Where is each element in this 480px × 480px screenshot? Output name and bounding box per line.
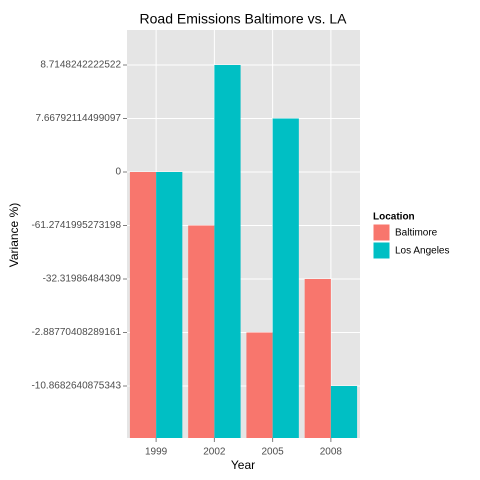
- bar: [272, 118, 299, 438]
- legend-label: Los Angeles: [395, 246, 450, 257]
- bar: [246, 332, 273, 438]
- bar: [304, 279, 331, 438]
- legend-title: Location: [373, 212, 415, 223]
- y-tick-label: -10.8682640875343: [31, 381, 121, 392]
- bar: [188, 225, 215, 438]
- y-tick-label: -32.31986484309: [43, 274, 122, 285]
- chart-title: Road Emissions Baltimore vs. LA: [140, 11, 348, 27]
- legend-key: [372, 223, 391, 242]
- y-tick-label: 8.7148242222522: [40, 60, 121, 71]
- x-tick-label: 1999: [145, 447, 168, 458]
- y-tick-label: 0: [115, 167, 121, 178]
- x-axis-title: Year: [231, 458, 255, 472]
- y-tick-label: 7.66792114499097: [36, 113, 122, 124]
- bar: [214, 65, 241, 438]
- legend-key: [372, 241, 391, 260]
- legend-label: Baltimore: [395, 228, 438, 239]
- bar: [156, 172, 183, 438]
- bar: [129, 172, 157, 438]
- x-tick-label: 2008: [320, 447, 343, 458]
- y-tick-label: -61.2741995273198: [31, 220, 121, 231]
- y-axis-title: Variance %): [7, 203, 21, 267]
- bar: [330, 386, 358, 438]
- x-tick-label: 2005: [262, 447, 285, 458]
- x-tick-label: 2002: [203, 447, 226, 458]
- y-tick-label: -2.88770408289161: [31, 327, 121, 338]
